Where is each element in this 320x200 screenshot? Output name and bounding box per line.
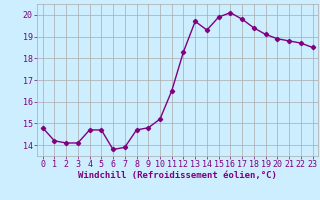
- X-axis label: Windchill (Refroidissement éolien,°C): Windchill (Refroidissement éolien,°C): [78, 171, 277, 180]
